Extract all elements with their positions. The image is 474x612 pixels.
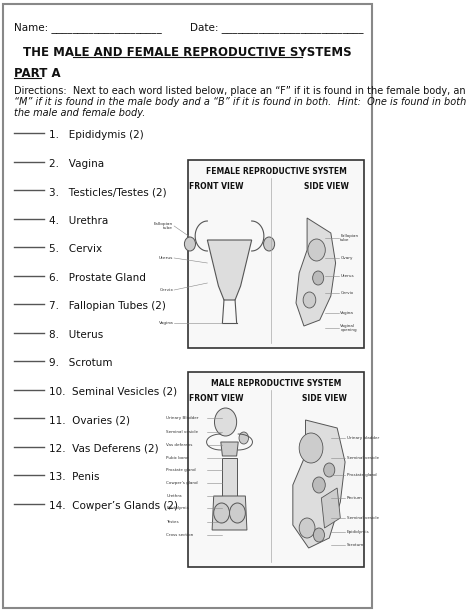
Text: Vagina: Vagina — [159, 321, 173, 325]
Text: Pubic bone: Pubic bone — [166, 456, 189, 460]
Circle shape — [264, 237, 274, 251]
Text: Date: ___________________________: Date: ___________________________ — [190, 23, 364, 34]
Text: Vaginal
opening: Vaginal opening — [340, 324, 357, 332]
Circle shape — [313, 528, 325, 542]
Text: Urethra: Urethra — [166, 494, 182, 498]
Text: SIDE VIEW: SIDE VIEW — [302, 394, 347, 403]
Text: Prostate gland: Prostate gland — [166, 468, 196, 472]
Bar — [188, 372, 364, 567]
Circle shape — [313, 271, 324, 285]
Text: 6.   Prostate Gland: 6. Prostate Gland — [49, 272, 146, 283]
Text: THE MALE AND FEMALE REPRODUCTIVE SYSTEMS: THE MALE AND FEMALE REPRODUCTIVE SYSTEMS — [23, 45, 352, 59]
Text: “M” if it is found in the male body and a “B” if it is found in both.  Hint:  On: “M” if it is found in the male body and … — [14, 97, 466, 107]
Text: Urinary bladder: Urinary bladder — [346, 436, 379, 440]
Circle shape — [214, 408, 237, 436]
Text: 11.  Ovaries (2): 11. Ovaries (2) — [49, 415, 130, 425]
Polygon shape — [321, 488, 340, 528]
Circle shape — [239, 432, 248, 444]
Text: Directions:  Next to each word listed below, place an “F” if it is found in the : Directions: Next to each word listed bel… — [14, 86, 466, 96]
Text: Name: _____________________: Name: _____________________ — [14, 23, 162, 34]
Text: Ovary: Ovary — [340, 256, 353, 260]
Text: Cross section: Cross section — [166, 533, 193, 537]
Circle shape — [324, 463, 335, 477]
Text: Cowper's gland: Cowper's gland — [166, 481, 198, 485]
Text: FRONT VIEW: FRONT VIEW — [189, 182, 243, 190]
Text: 5.   Cervix: 5. Cervix — [49, 244, 102, 254]
Text: 9.   Scrotum: 9. Scrotum — [49, 358, 112, 368]
Text: Seminal vesicle: Seminal vesicle — [346, 456, 379, 460]
Bar — [222, 458, 237, 496]
Text: Vas deferens: Vas deferens — [166, 443, 192, 447]
Circle shape — [214, 503, 229, 523]
Circle shape — [313, 477, 325, 493]
Polygon shape — [293, 420, 345, 548]
Text: Fallopian
tube: Fallopian tube — [154, 222, 173, 230]
Text: Fallopian
tube: Fallopian tube — [340, 234, 358, 242]
Circle shape — [308, 239, 325, 261]
Circle shape — [299, 518, 315, 538]
Text: 7.   Fallopian Tubes (2): 7. Fallopian Tubes (2) — [49, 301, 166, 311]
Text: 10.  Seminal Vesicles (2): 10. Seminal Vesicles (2) — [49, 387, 177, 397]
Text: 12.  Vas Deferens (2): 12. Vas Deferens (2) — [49, 444, 159, 453]
Text: Scrotum: Scrotum — [346, 543, 364, 547]
Text: MALE REPRODUCTIVE SYSTEM: MALE REPRODUCTIVE SYSTEM — [211, 378, 341, 387]
Bar — [188, 160, 364, 348]
Text: 1.   Epididymis (2): 1. Epididymis (2) — [49, 130, 144, 140]
Text: 14.  Cowper’s Glands (2): 14. Cowper’s Glands (2) — [49, 501, 178, 510]
Text: Testes: Testes — [166, 520, 179, 524]
Text: Rectum: Rectum — [346, 496, 363, 500]
Text: the male and female body.: the male and female body. — [14, 108, 146, 118]
Text: Urinary Bladder: Urinary Bladder — [166, 416, 199, 420]
Circle shape — [229, 503, 246, 523]
Circle shape — [299, 433, 323, 463]
Polygon shape — [207, 240, 252, 300]
Text: Vagina: Vagina — [340, 311, 354, 315]
Text: Seminal vesicle: Seminal vesicle — [166, 430, 198, 434]
Text: 13.  Penis: 13. Penis — [49, 472, 100, 482]
Circle shape — [184, 237, 195, 251]
Circle shape — [303, 292, 316, 308]
Text: Cervix: Cervix — [340, 291, 354, 295]
Text: Seminal vesicle: Seminal vesicle — [346, 516, 379, 520]
Polygon shape — [212, 496, 247, 530]
Text: 4.   Urethra: 4. Urethra — [49, 215, 109, 225]
Text: Uterus: Uterus — [159, 256, 173, 260]
Text: PART A: PART A — [14, 67, 61, 80]
Text: 2.   Vagina: 2. Vagina — [49, 159, 104, 168]
Polygon shape — [221, 442, 238, 456]
Text: Uterus: Uterus — [340, 274, 354, 278]
Text: 8.   Uterus: 8. Uterus — [49, 329, 103, 340]
Text: Epididymis: Epididymis — [166, 506, 189, 510]
Text: Cervix: Cervix — [159, 288, 173, 292]
Text: FEMALE REPRODUCTIVE SYSTEM: FEMALE REPRODUCTIVE SYSTEM — [206, 166, 346, 176]
Text: 3.   Testicles/Testes (2): 3. Testicles/Testes (2) — [49, 187, 167, 197]
Polygon shape — [296, 218, 336, 326]
Text: Prostate gland: Prostate gland — [346, 473, 376, 477]
Text: FRONT VIEW: FRONT VIEW — [189, 394, 243, 403]
Text: Epididymis: Epididymis — [346, 530, 369, 534]
Text: SIDE VIEW: SIDE VIEW — [304, 182, 348, 190]
